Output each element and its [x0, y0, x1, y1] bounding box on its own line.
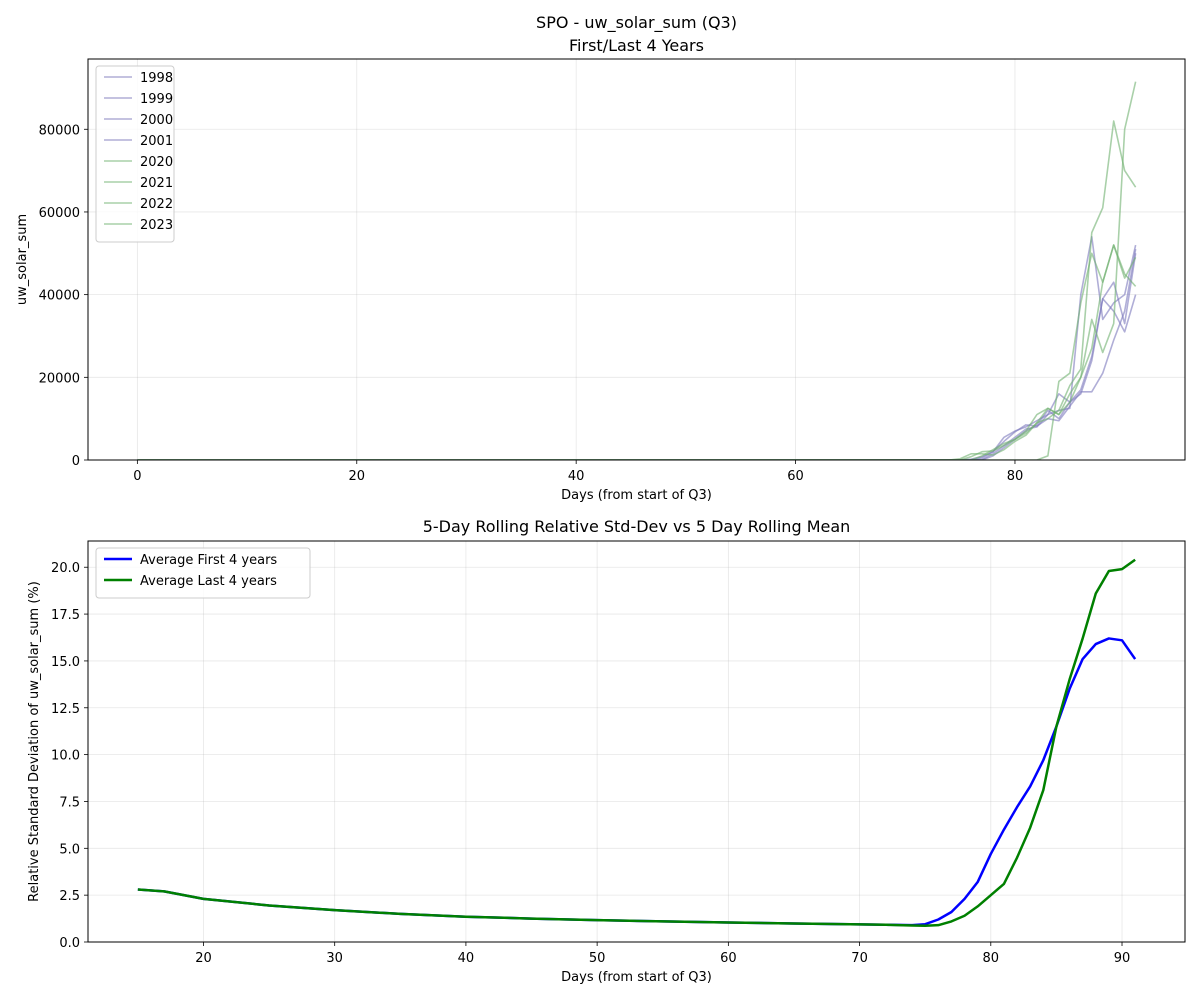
- legend-label: 1998: [140, 71, 173, 86]
- x-tick-label: 40: [458, 951, 475, 966]
- y-tick-label: 15.0: [51, 655, 80, 670]
- y-tick-label: 20000: [39, 371, 80, 386]
- y-tick-label: 0: [72, 454, 80, 469]
- x-tick-label: 60: [787, 469, 804, 484]
- x-axis-label: Days (from start of Q3): [561, 970, 712, 985]
- legend: Average First 4 years Average Last 4 year…: [95, 547, 311, 599]
- legend-frame: [95, 547, 311, 599]
- legend-frame: [95, 65, 175, 243]
- x-tick-label: 60: [720, 951, 737, 966]
- y-tick-label: 40000: [39, 289, 80, 304]
- x-tick-label: 70: [851, 951, 868, 966]
- chart-panel-2: 20 30 40 50 60 70 80 90 0.0 2.5 5.0 7.5 10.0 12.5 15.0…: [27, 517, 1186, 985]
- series-group: [137, 81, 1137, 460]
- y-tick-label: 60000: [39, 206, 80, 221]
- x-tick-label: 40: [568, 469, 585, 484]
- chart-title: SPO - uw_solar_sum (Q3): [536, 13, 737, 33]
- plot-frame: [87, 540, 1186, 943]
- x-tick-label: 80: [1007, 469, 1024, 484]
- x-tick-label: 90: [1114, 951, 1131, 966]
- legend-label: 2022: [140, 197, 173, 212]
- legend-label: 2023: [140, 218, 173, 233]
- chart-title: 5-Day Rolling Relative Std-Dev vs 5 Day …: [423, 517, 851, 536]
- legend: 1998 1999 2000 2001 2020 2021 2022 2023: [95, 65, 175, 243]
- series-line-2001: [137, 253, 1137, 460]
- x-tick-label: 20: [195, 951, 212, 966]
- legend-label: Average Last 4 years: [140, 574, 277, 589]
- legend-label: Average First 4 years: [140, 553, 277, 568]
- legend-label: 2000: [140, 113, 173, 128]
- x-tick-label: 80: [983, 951, 1000, 966]
- series-line-2021: [137, 244, 1137, 460]
- chart-panel-1: 0 20 40 60 80 0 20000 40000 60000 80000 SPO - uw_s…: [15, 13, 1186, 503]
- legend-label: 2020: [140, 155, 173, 170]
- y-tick-label: 20.0: [51, 561, 80, 576]
- y-tick-label: 17.5: [51, 608, 80, 623]
- series-line-2023: [137, 120, 1137, 460]
- chart-title: First/Last 4 Years: [569, 36, 704, 55]
- series-line-1998: [137, 249, 1137, 460]
- series-line-2000: [137, 235, 1137, 460]
- series-line-2020: [137, 244, 1137, 460]
- legend-label: 2001: [140, 134, 173, 149]
- series-line-average-first-4-years: [137, 637, 1137, 927]
- y-tick-label: 12.5: [51, 702, 80, 717]
- y-tick-label: 7.5: [59, 795, 80, 810]
- y-tick-label: 80000: [39, 123, 80, 138]
- y-tick-label: 5.0: [59, 842, 80, 857]
- x-axis-label: Days (from start of Q3): [561, 488, 712, 503]
- y-axis-label: Relative Standard Deviation of uw_solar_…: [27, 581, 42, 902]
- legend-label: 2021: [140, 176, 173, 191]
- x-tick-label: 30: [326, 951, 343, 966]
- y-axis-label: uw_solar_sum: [15, 214, 30, 305]
- x-tick-label: 0: [133, 469, 141, 484]
- plot-frame: [87, 58, 1186, 461]
- y-tick-label: 0.0: [59, 936, 80, 951]
- y-tick-label: 2.5: [59, 889, 80, 904]
- legend-label: 1999: [140, 92, 173, 107]
- x-tick-label: 20: [348, 469, 365, 484]
- series-group: [137, 558, 1137, 927]
- series-line-average-last-4-years: [137, 558, 1136, 927]
- series-line-2022: [137, 81, 1137, 460]
- y-tick-label: 10.0: [51, 749, 80, 764]
- x-tick-label: 50: [589, 951, 606, 966]
